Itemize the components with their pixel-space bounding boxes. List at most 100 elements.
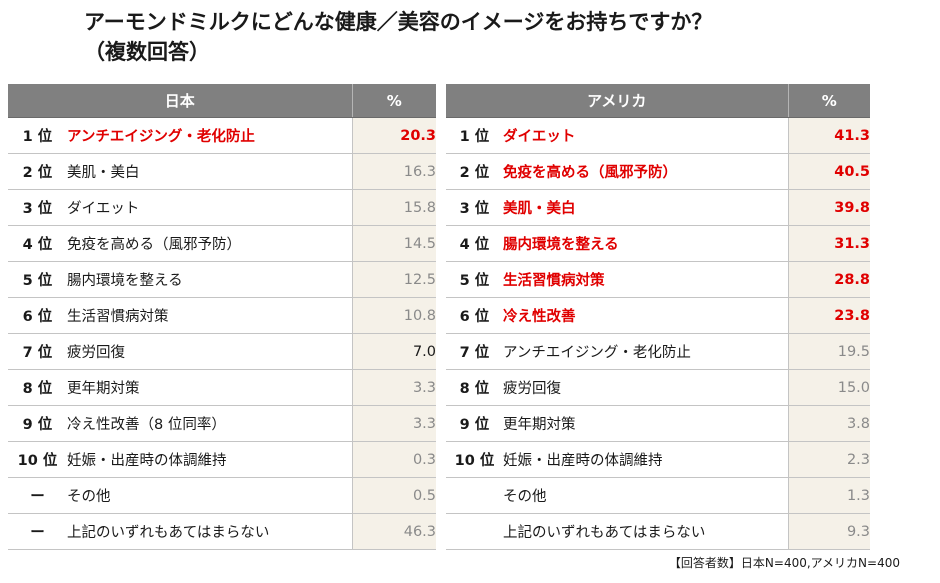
usa-table-row: 6 位冷え性改善 23.8 <box>446 297 871 334</box>
japan-table-row: 6 位生活習慣病対策 10.8 <box>8 297 437 334</box>
percent-value: 0.5 <box>351 477 437 514</box>
rank-label: 8 位 <box>446 369 503 406</box>
health-image-label: 更年期対策 <box>503 405 789 442</box>
usa-table-header: アメリカ % <box>446 84 871 118</box>
japan-table-body: 1 位アンチエイジング・老化防止 20.3 2 位美肌・美白 16.3 3 位ダイエット… <box>8 117 437 550</box>
rank-label: 4 位 <box>8 225 67 262</box>
health-image-label: 冷え性改善 <box>503 297 789 334</box>
health-image-label: 疲労回復 <box>67 333 353 370</box>
japan-percent-header: % <box>351 84 437 118</box>
health-image-label: 免疫を高める（風邪予防） <box>67 225 353 262</box>
usa-table-row: 5 位生活習慣病対策 28.8 <box>446 261 871 298</box>
usa-table-row: その他 1.3 <box>446 477 871 514</box>
respondent-count-note: 【回答者数】日本N=400,アメリカN=400 <box>668 556 900 570</box>
health-image-label: 疲労回復 <box>503 369 789 406</box>
rank-label: 2 位 <box>8 153 67 190</box>
health-image-label: 生活習慣病対策 <box>67 297 353 334</box>
japan-ranking-table: 日本 % 1 位アンチエイジング・老化防止 20.3 2 位美肌・美白 16.3 3 位… <box>8 84 437 550</box>
health-image-label: その他 <box>503 477 789 514</box>
japan-column-header: 日本 <box>8 84 353 118</box>
usa-table-body: 1 位ダイエット 41.3 2 位免疫を高める（風邪予防） 40.5 3 位美肌・美白 3… <box>446 117 871 550</box>
rank-label: 7 位 <box>446 333 503 370</box>
percent-value: 41.3 <box>787 117 871 154</box>
percent-value: 14.5 <box>351 225 437 262</box>
japan-table-row: 8 位更年期対策 3.3 <box>8 369 437 406</box>
japan-table-row: ーその他 0.5 <box>8 477 437 514</box>
percent-value: 28.8 <box>787 261 871 298</box>
usa-table-row: 上記のいずれもあてはまらない 9.3 <box>446 513 871 550</box>
health-image-label: 妊娠・出産時の体調維持 <box>503 441 789 478</box>
usa-percent-header: % <box>787 84 871 118</box>
japan-table-row: 10 位妊娠・出産時の体調維持 0.3 <box>8 441 437 478</box>
percent-value: 2.3 <box>787 441 871 478</box>
rank-label: 8 位 <box>8 369 67 406</box>
rank-label: 3 位 <box>446 189 503 226</box>
rank-label: ー <box>8 477 67 514</box>
percent-value: 40.5 <box>787 153 871 190</box>
percent-value: 15.8 <box>351 189 437 226</box>
japan-table-row: 2 位美肌・美白 16.3 <box>8 153 437 190</box>
health-image-label: 腸内環境を整える <box>503 225 789 262</box>
rank-label: ー <box>8 513 67 550</box>
rank-label: 9 位 <box>8 405 67 442</box>
question-title: アーモンドミルクにどんな健康／美容のイメージをお持ちですか？ <box>84 10 713 34</box>
japan-table-header: 日本 % <box>8 84 437 118</box>
percent-value: 12.5 <box>351 261 437 298</box>
health-image-label: 妊娠・出産時の体調維持 <box>67 441 353 478</box>
percent-value: 23.8 <box>787 297 871 334</box>
health-image-label: ダイエット <box>67 189 353 226</box>
percent-value: 10.8 <box>351 297 437 334</box>
health-image-label: 美肌・美白 <box>503 189 789 226</box>
japan-table-row: 9 位冷え性改善（8 位同率） 3.3 <box>8 405 437 442</box>
percent-value: 9.3 <box>787 513 871 550</box>
rank-label: 1 位 <box>446 117 503 154</box>
usa-ranking-table: アメリカ % 1 位ダイエット 41.3 2 位免疫を高める（風邪予防） 40.5 3 … <box>446 84 871 550</box>
rank-label: 4 位 <box>446 225 503 262</box>
rank-label: 10 位 <box>446 441 503 478</box>
percent-value: 15.0 <box>787 369 871 406</box>
usa-table-row: 1 位ダイエット 41.3 <box>446 117 871 154</box>
usa-table-row: 7 位アンチエイジング・老化防止 19.5 <box>446 333 871 370</box>
japan-table-row: 4 位免疫を高める（風邪予防） 14.5 <box>8 225 437 262</box>
japan-table-row: ー上記のいずれもあてはまらない 46.3 <box>8 513 437 550</box>
usa-column-header: アメリカ <box>446 84 789 118</box>
percent-value: 46.3 <box>351 513 437 550</box>
health-image-label: 上記のいずれもあてはまらない <box>503 513 789 550</box>
japan-table-row: 1 位アンチエイジング・老化防止 20.3 <box>8 117 437 154</box>
health-image-label: ダイエット <box>503 117 789 154</box>
health-image-label: アンチエイジング・老化防止 <box>503 333 789 370</box>
health-image-label: 美肌・美白 <box>67 153 353 190</box>
health-image-label: アンチエイジング・老化防止 <box>67 117 353 154</box>
rank-label: 1 位 <box>8 117 67 154</box>
rank-label: 7 位 <box>8 333 67 370</box>
usa-table-row: 2 位免疫を高める（風邪予防） 40.5 <box>446 153 871 190</box>
health-image-label: 更年期対策 <box>67 369 353 406</box>
percent-value: 16.3 <box>351 153 437 190</box>
rank-label: 3 位 <box>8 189 67 226</box>
rank-label: 9 位 <box>446 405 503 442</box>
percent-value: 19.5 <box>787 333 871 370</box>
health-image-label: 腸内環境を整える <box>67 261 353 298</box>
question-subtitle: （複数回答） <box>84 40 210 64</box>
japan-table-row: 5 位腸内環境を整える 12.5 <box>8 261 437 298</box>
rank-label <box>446 513 503 550</box>
percent-value: 39.8 <box>787 189 871 226</box>
usa-table-row: 3 位美肌・美白 39.8 <box>446 189 871 226</box>
percent-value: 31.3 <box>787 225 871 262</box>
japan-table-row: 3 位ダイエット 15.8 <box>8 189 437 226</box>
health-image-label: 上記のいずれもあてはまらない <box>67 513 353 550</box>
percent-value: 20.3 <box>351 117 437 154</box>
health-image-label: 冷え性改善（8 位同率） <box>67 405 353 442</box>
rank-label: 6 位 <box>8 297 67 334</box>
usa-table-row: 4 位腸内環境を整える 31.3 <box>446 225 871 262</box>
percent-value: 3.8 <box>787 405 871 442</box>
percent-value: 0.3 <box>351 441 437 478</box>
percent-value: 1.3 <box>787 477 871 514</box>
rank-label: 5 位 <box>8 261 67 298</box>
percent-value: 3.3 <box>351 369 437 406</box>
japan-table-row: 7 位疲労回復 7.0 <box>8 333 437 370</box>
percent-value: 3.3 <box>351 405 437 442</box>
usa-table-row: 8 位疲労回復 15.0 <box>446 369 871 406</box>
rank-label: 5 位 <box>446 261 503 298</box>
usa-table-row: 9 位更年期対策 3.8 <box>446 405 871 442</box>
